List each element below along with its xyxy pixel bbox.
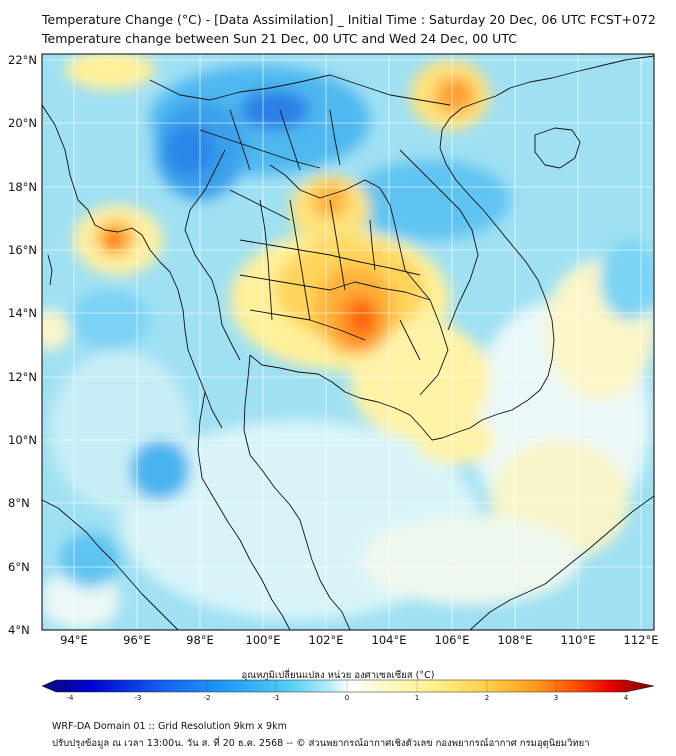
lat-label: 10°N (8, 433, 37, 447)
colorbar-tick: -4 (66, 694, 74, 702)
lon-label: 94°E (60, 633, 88, 647)
colorbar-tick: -2 (203, 694, 211, 702)
lat-label: 12°N (8, 370, 37, 384)
colorbar-title: อุณหภูมิเปลี่ยนแปลง หน่วย องศาเซลเซียส (… (241, 670, 435, 681)
colorbar-tick: -1 (272, 694, 280, 702)
lon-label: 112°E (623, 633, 659, 647)
colorbar-tick: 4 (623, 694, 629, 702)
coastlines-and-borders (42, 55, 654, 630)
colorbar-tick: 3 (553, 694, 559, 702)
map-frame (41, 53, 655, 631)
lat-label: 22°N (8, 53, 37, 67)
lon-label: 106°E (434, 633, 470, 647)
footer-credit: ปรับปรุงข้อมูล ณ เวลา 13:00น. วัน ส. ที่… (52, 738, 590, 749)
colorbar-tick: 0 (344, 694, 350, 702)
colorbar-tick: -3 (134, 694, 142, 702)
lat-label: 18°N (8, 180, 37, 194)
lon-label: 98°E (186, 633, 214, 647)
lon-label: 104°E (371, 633, 407, 647)
temperature-field (42, 54, 654, 630)
colorbar-ramp (41, 679, 655, 693)
map-title: Temperature Change (°C) - [Data Assimila… (42, 12, 656, 27)
graticule (42, 54, 654, 630)
lon-label: 102°E (308, 633, 344, 647)
lat-label: 8°N (8, 496, 30, 510)
lon-label: 108°E (497, 633, 533, 647)
lat-label: 6°N (8, 560, 30, 574)
lat-label: 14°N (8, 306, 37, 320)
lat-label: 4°N (8, 623, 30, 637)
colorbar-tick: 1 (414, 694, 420, 702)
lon-label: 110°E (560, 633, 596, 647)
map-subtitle: Temperature change between Sun 21 Dec, 0… (42, 31, 517, 46)
lon-label: 96°E (123, 633, 151, 647)
colorbar (41, 679, 655, 693)
lat-label: 20°N (8, 116, 37, 130)
lat-label: 16°N (8, 243, 37, 257)
colorbar-tick: 2 (484, 694, 490, 702)
lon-label: 100°E (245, 633, 281, 647)
footer-model-info: WRF-DA Domain 01 :: Grid Resolution 9km … (52, 721, 287, 732)
